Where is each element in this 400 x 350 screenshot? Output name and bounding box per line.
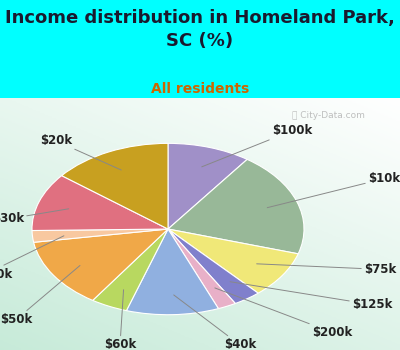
Text: $100k: $100k (202, 124, 312, 167)
Wedge shape (62, 144, 168, 229)
Text: Income distribution in Homeland Park,
SC (%): Income distribution in Homeland Park, SC… (5, 9, 395, 49)
Wedge shape (93, 229, 168, 310)
Text: $50k: $50k (0, 266, 80, 326)
Wedge shape (32, 229, 168, 242)
Wedge shape (168, 159, 304, 254)
Text: $125k: $125k (230, 282, 392, 311)
Wedge shape (126, 229, 218, 315)
Text: All residents: All residents (151, 82, 249, 96)
Wedge shape (168, 229, 235, 309)
Wedge shape (34, 229, 168, 300)
Text: $60k: $60k (104, 290, 136, 350)
Text: $20k: $20k (40, 134, 121, 170)
Wedge shape (168, 229, 298, 293)
Text: > $200k: > $200k (0, 236, 64, 281)
Text: ⓘ City-Data.com: ⓘ City-Data.com (292, 111, 364, 120)
Wedge shape (168, 144, 247, 229)
Wedge shape (168, 229, 258, 303)
Text: $40k: $40k (174, 295, 256, 350)
Wedge shape (32, 176, 168, 231)
Text: $75k: $75k (257, 263, 396, 276)
Text: $10k: $10k (267, 172, 400, 208)
Text: $30k: $30k (0, 209, 69, 225)
Text: $200k: $200k (215, 288, 352, 339)
